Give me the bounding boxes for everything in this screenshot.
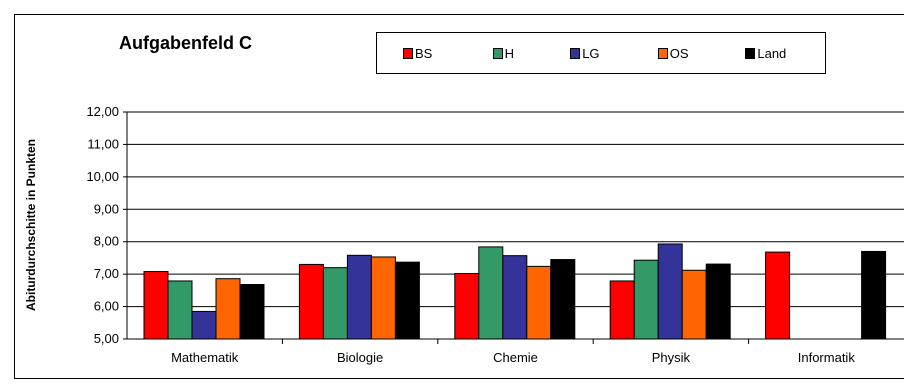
y-tick-label: 5,00: [94, 331, 119, 346]
legend-swatch: [403, 47, 413, 59]
y-tick-label: 8,00: [94, 234, 119, 249]
bar-os-mathematik: [215, 278, 241, 340]
bar-bs-chemie: [454, 272, 480, 340]
bar-bs-physik: [609, 280, 635, 340]
x-tick-label: Chemie: [493, 350, 538, 365]
y-tick-label: 12,00: [86, 104, 119, 119]
bar-land-informatik: [861, 250, 887, 340]
y-tick-label: 7,00: [94, 266, 119, 281]
bar-lg-physik: [657, 243, 683, 340]
bar-h-mathematik: [167, 280, 193, 340]
legend-item-os: OS: [657, 45, 746, 61]
bar-land-biologie: [394, 261, 420, 340]
bar-bs-biologie: [298, 263, 324, 340]
legend-item-lg: LG: [570, 46, 658, 61]
bar-land-mathematik: [239, 284, 265, 340]
bar-land-chemie: [550, 259, 576, 340]
y-tick-label: 11,00: [87, 136, 119, 151]
bar-os-physik: [681, 269, 707, 340]
y-tick-label: 6,00: [94, 299, 119, 314]
bar-lg-chemie: [502, 255, 528, 340]
y-tick-label: 10,00: [86, 169, 119, 184]
bar-bs-informatik: [765, 251, 791, 340]
bar-h-biologie: [322, 267, 348, 340]
bar-lg-biologie: [346, 254, 372, 340]
legend-label: LG: [582, 45, 600, 61]
legend-item-land: Land: [745, 46, 825, 61]
bar-os-biologie: [370, 256, 396, 340]
bar-bs-mathematik: [143, 271, 169, 340]
legend-label: BS: [415, 45, 433, 61]
legend-swatch: [492, 47, 503, 59]
legend: BS H LG OS Land: [376, 32, 826, 74]
legend-label: Land: [757, 45, 787, 61]
bar-h-physik: [633, 259, 659, 340]
bar-lg-mathematik: [191, 310, 217, 340]
bar-land-physik: [705, 263, 731, 340]
legend-label: H: [504, 45, 514, 61]
bar-h-chemie: [478, 246, 504, 340]
x-tick-label: Physik: [652, 350, 691, 365]
legend-item-h: H: [492, 45, 571, 61]
x-tick-label: Mathematik: [171, 350, 239, 365]
y-tick-label: 9,00: [94, 201, 119, 216]
x-tick-label: Informatik: [798, 350, 856, 365]
bar-os-chemie: [526, 265, 552, 340]
legend-swatch: [745, 47, 756, 59]
legend-swatch: [657, 47, 668, 59]
x-tick-label: Biologie: [337, 350, 383, 365]
legend-label: OS: [669, 45, 689, 61]
chart-title: Aufgabenfeld C: [119, 33, 252, 53]
legend-swatch: [570, 47, 581, 59]
legend-item-bs: BS: [403, 46, 493, 61]
